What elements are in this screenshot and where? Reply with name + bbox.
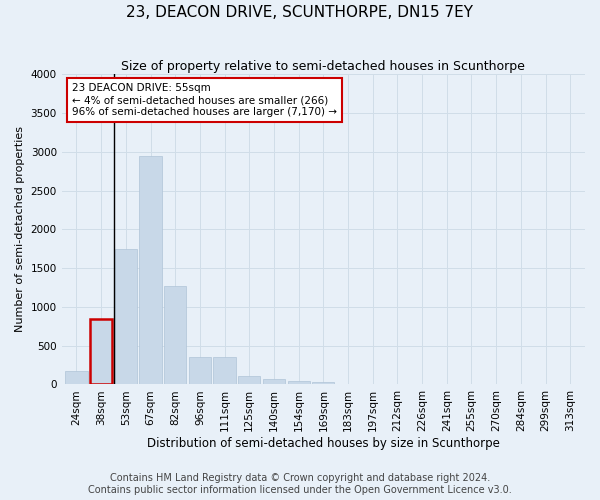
Bar — [214, 358, 236, 384]
Text: 23 DEACON DRIVE: 55sqm
← 4% of semi-detached houses are smaller (266)
96% of sem: 23 DEACON DRIVE: 55sqm ← 4% of semi-deta… — [72, 84, 337, 116]
Text: Contains HM Land Registry data © Crown copyright and database right 2024.
Contai: Contains HM Land Registry data © Crown c… — [88, 474, 512, 495]
X-axis label: Distribution of semi-detached houses by size in Scunthorpe: Distribution of semi-detached houses by … — [147, 437, 500, 450]
Text: 23, DEACON DRIVE, SCUNTHORPE, DN15 7EY: 23, DEACON DRIVE, SCUNTHORPE, DN15 7EY — [127, 5, 473, 20]
Bar — [312, 382, 334, 384]
Bar — [287, 380, 310, 384]
Bar — [115, 248, 137, 384]
Bar — [263, 380, 285, 384]
Bar — [164, 286, 187, 384]
Bar — [90, 318, 112, 384]
Title: Size of property relative to semi-detached houses in Scunthorpe: Size of property relative to semi-detach… — [121, 60, 525, 73]
Bar — [238, 376, 260, 384]
Y-axis label: Number of semi-detached properties: Number of semi-detached properties — [15, 126, 25, 332]
Bar — [65, 371, 88, 384]
Bar — [189, 358, 211, 384]
Bar — [139, 156, 161, 384]
